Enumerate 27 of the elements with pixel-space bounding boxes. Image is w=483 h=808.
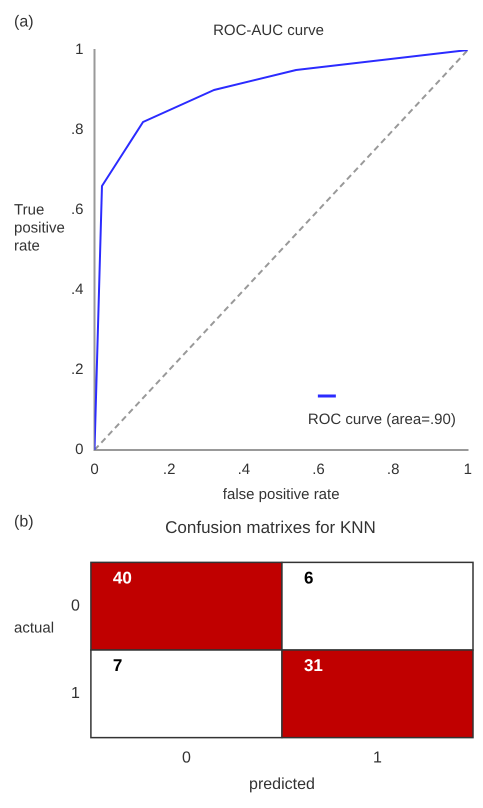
y-tick-label: .2 (70, 361, 84, 378)
y-axis-title: True positive rate (14, 202, 65, 255)
y-tick-label: 0 (75, 441, 84, 458)
y-tick-label: .6 (70, 201, 84, 218)
text: (b) (14, 513, 34, 530)
data-label: 40 (112, 568, 132, 588)
y-tick-label: .4 (70, 281, 84, 298)
x-axis-title: predicted (249, 776, 315, 793)
chart-title: ROC-AUC curve (213, 22, 324, 40)
text: (a) (14, 13, 34, 30)
x-axis-title: false positive rate (222, 486, 340, 504)
x-tick-label: 1 (464, 461, 472, 478)
x-tick-label: .8 (386, 461, 400, 478)
y-tick-label: 1 (70, 685, 80, 702)
x-tick-label: .2 (162, 461, 176, 478)
y-tick-label: .8 (70, 121, 84, 138)
data-label: 7 (112, 656, 122, 676)
y-tick-label: 0 (70, 598, 80, 615)
y-tick-label: 1 (75, 41, 84, 58)
data-label: 6 (304, 568, 314, 588)
data-label: 31 (304, 656, 323, 676)
x-tick-label: .6 (312, 461, 325, 478)
y-axis-title: actual (14, 620, 54, 637)
chart-title: Confusion matrixes for KNN (165, 518, 376, 537)
legend-label: ROC curve (area=.90) (308, 411, 456, 428)
x-tick-label: 0 (90, 461, 99, 478)
x-tick-label: .4 (238, 461, 250, 478)
